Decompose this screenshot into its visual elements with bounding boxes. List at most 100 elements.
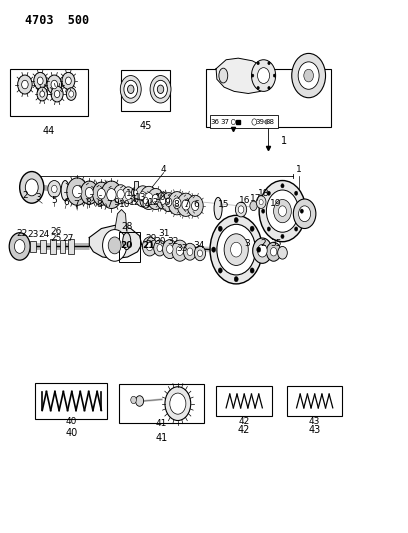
Text: 24: 24 bbox=[39, 230, 50, 239]
Text: 6: 6 bbox=[64, 198, 69, 207]
Circle shape bbox=[253, 238, 272, 263]
Bar bbox=[119, 232, 140, 262]
Text: 27: 27 bbox=[62, 234, 74, 243]
Circle shape bbox=[125, 191, 131, 199]
Text: 10: 10 bbox=[119, 200, 131, 209]
Text: 16: 16 bbox=[239, 196, 250, 205]
Text: 42: 42 bbox=[239, 417, 250, 425]
Circle shape bbox=[218, 226, 222, 231]
Text: 9: 9 bbox=[164, 198, 170, 207]
Circle shape bbox=[218, 268, 222, 273]
Text: 32: 32 bbox=[167, 237, 179, 246]
Circle shape bbox=[257, 244, 267, 257]
Circle shape bbox=[262, 209, 265, 213]
Circle shape bbox=[257, 86, 259, 90]
Circle shape bbox=[157, 245, 162, 252]
Text: 5: 5 bbox=[51, 196, 57, 205]
Ellipse shape bbox=[214, 197, 222, 220]
Circle shape bbox=[234, 217, 238, 223]
Circle shape bbox=[139, 191, 146, 201]
Circle shape bbox=[48, 181, 61, 197]
Circle shape bbox=[108, 237, 121, 254]
Text: 39: 39 bbox=[256, 119, 265, 125]
Circle shape bbox=[278, 246, 287, 259]
Circle shape bbox=[85, 188, 93, 198]
Circle shape bbox=[128, 85, 134, 93]
Text: 8: 8 bbox=[96, 200, 102, 209]
Circle shape bbox=[152, 194, 160, 204]
Circle shape bbox=[176, 246, 184, 255]
Circle shape bbox=[65, 77, 71, 85]
Polygon shape bbox=[115, 209, 127, 231]
Circle shape bbox=[172, 240, 188, 261]
Circle shape bbox=[257, 68, 270, 84]
Circle shape bbox=[131, 396, 136, 403]
Text: 1: 1 bbox=[282, 136, 288, 146]
Circle shape bbox=[182, 199, 190, 210]
Circle shape bbox=[161, 192, 176, 212]
Text: 3: 3 bbox=[244, 239, 251, 248]
Text: 20: 20 bbox=[120, 241, 133, 250]
Circle shape bbox=[274, 199, 291, 223]
Bar bbox=[133, 181, 137, 200]
Circle shape bbox=[93, 182, 110, 205]
Circle shape bbox=[257, 62, 259, 65]
Circle shape bbox=[299, 206, 310, 222]
Circle shape bbox=[300, 209, 304, 213]
Circle shape bbox=[293, 199, 316, 229]
Circle shape bbox=[80, 181, 98, 204]
Circle shape bbox=[292, 53, 326, 98]
Text: 35: 35 bbox=[270, 239, 282, 248]
Circle shape bbox=[37, 87, 47, 101]
Circle shape bbox=[265, 120, 268, 124]
Text: 44: 44 bbox=[43, 126, 55, 136]
Text: 31: 31 bbox=[158, 229, 169, 238]
Text: 14: 14 bbox=[140, 200, 151, 209]
Circle shape bbox=[187, 248, 193, 255]
Circle shape bbox=[157, 85, 164, 93]
Text: 13: 13 bbox=[135, 193, 146, 203]
Circle shape bbox=[266, 242, 281, 261]
Circle shape bbox=[101, 181, 122, 208]
Circle shape bbox=[278, 206, 286, 216]
Circle shape bbox=[271, 247, 277, 256]
Circle shape bbox=[135, 395, 144, 406]
Circle shape bbox=[191, 201, 199, 211]
Text: 40: 40 bbox=[66, 417, 77, 425]
Circle shape bbox=[168, 191, 186, 215]
Circle shape bbox=[256, 196, 266, 208]
Circle shape bbox=[184, 243, 196, 260]
Circle shape bbox=[210, 215, 262, 284]
Text: 28: 28 bbox=[121, 222, 133, 231]
Circle shape bbox=[107, 189, 116, 201]
Text: 12: 12 bbox=[148, 198, 160, 207]
Circle shape bbox=[250, 201, 257, 211]
Circle shape bbox=[51, 80, 58, 89]
Bar bbox=[69, 239, 74, 254]
Circle shape bbox=[122, 187, 135, 204]
Bar bbox=[122, 70, 170, 111]
Circle shape bbox=[25, 179, 38, 196]
Text: 18: 18 bbox=[258, 189, 269, 198]
Circle shape bbox=[73, 185, 82, 198]
Polygon shape bbox=[216, 58, 271, 93]
Circle shape bbox=[113, 185, 128, 204]
Circle shape bbox=[142, 237, 157, 256]
Circle shape bbox=[40, 91, 44, 97]
Circle shape bbox=[166, 245, 173, 253]
Circle shape bbox=[252, 119, 257, 125]
Circle shape bbox=[69, 91, 73, 97]
Circle shape bbox=[250, 268, 254, 273]
Text: 17: 17 bbox=[250, 195, 261, 204]
Circle shape bbox=[67, 88, 76, 100]
Text: 42: 42 bbox=[238, 425, 251, 435]
Circle shape bbox=[165, 387, 191, 421]
Circle shape bbox=[304, 69, 313, 82]
Text: 15: 15 bbox=[217, 200, 229, 209]
Text: 43: 43 bbox=[309, 417, 320, 425]
Circle shape bbox=[102, 230, 127, 261]
Circle shape bbox=[295, 191, 298, 195]
Text: 43: 43 bbox=[308, 425, 321, 435]
Circle shape bbox=[187, 195, 203, 216]
Text: 36: 36 bbox=[211, 119, 220, 125]
